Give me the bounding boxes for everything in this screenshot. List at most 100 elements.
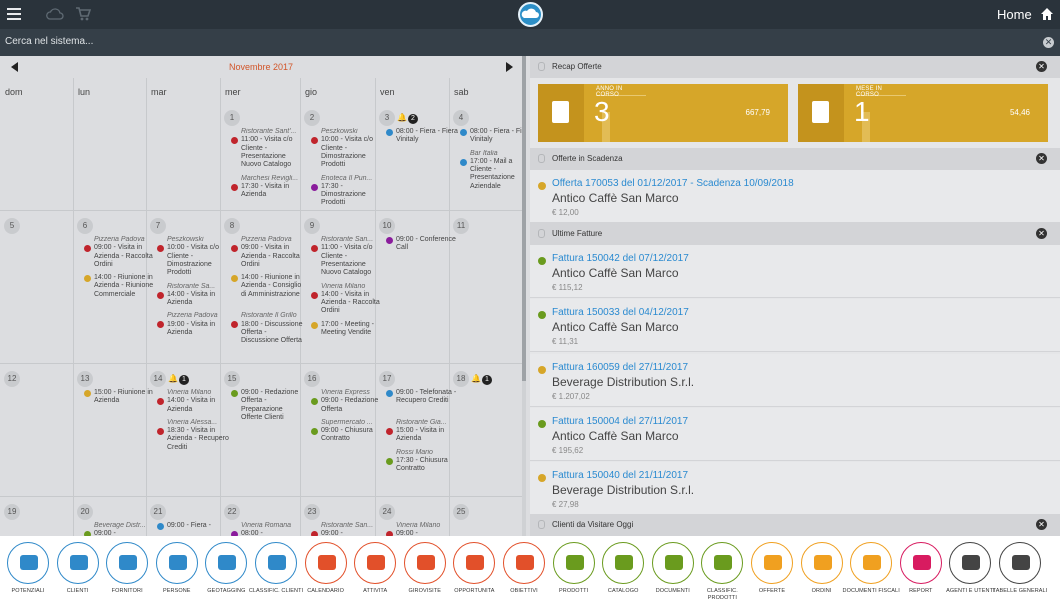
- calendar-event[interactable]: 09:00 - Conference Call: [386, 236, 458, 253]
- calendar-event[interactable]: 17:00 - Meeting - Meeting Vendite: [311, 321, 383, 338]
- reminder-bell-icon[interactable]: 🔔 2: [397, 113, 418, 124]
- calendar-scrollbar[interactable]: [522, 56, 526, 536]
- day-number[interactable]: 12: [4, 371, 20, 387]
- tab-geotagging[interactable]: GEOTAGGING: [203, 540, 249, 604]
- day-number[interactable]: 22: [224, 504, 240, 520]
- invoice-reference[interactable]: Fattura 150040 del 21/11/2017: [552, 470, 689, 482]
- close-section-icon[interactable]: ✕: [1036, 153, 1047, 164]
- calendar-event[interactable]: Pizzeria Padova 09:00 - Visita in Azienda…: [84, 236, 156, 269]
- calendar-event[interactable]: 14:00 - Riunione in Azienda - Riunione C…: [84, 274, 156, 299]
- tab-clienti[interactable]: CLIENTI: [55, 540, 101, 604]
- calendar-event[interactable]: Ristorante San... 09:00 -: [311, 522, 383, 536]
- day-number[interactable]: 7: [150, 218, 166, 234]
- day-number[interactable]: 2: [304, 110, 320, 126]
- tab-catalogo[interactable]: CATALOGO: [600, 540, 646, 604]
- calendar-event[interactable]: 09:00 - Telefonata - Recupero Crediti: [386, 389, 458, 406]
- invoice-reference[interactable]: Fattura 150004 del 27/11/2017: [552, 415, 689, 427]
- tab-girovisite[interactable]: GIROVISITE: [402, 540, 448, 604]
- calendar-event[interactable]: 15:00 - Riunione in Azienda: [84, 389, 156, 406]
- invoice-item[interactable]: Fattura 150033 del 04/12/2017 Antico Caff…: [530, 299, 1060, 353]
- calendar-event[interactable]: Vineria Express 09:00 - Redazione Offerta: [311, 389, 383, 414]
- calendar-event[interactable]: 08:00 - Fiera - Fiera Vinitaly: [460, 128, 526, 145]
- calendar-event[interactable]: Marchesi Revigli... 17:30 - Visita in Azi…: [231, 175, 303, 200]
- day-number[interactable]: 13: [77, 371, 93, 387]
- calendar-event[interactable]: Enoteca Il Pun... 17:30 - Dimostrazione P…: [311, 175, 383, 208]
- day-number[interactable]: 20: [77, 504, 93, 520]
- calendar-event[interactable]: Rossi Mario 17:30 - Chiusura Contratto: [386, 449, 458, 474]
- tab-potenziali[interactable]: POTENZIALI: [5, 540, 51, 604]
- day-number[interactable]: 25: [453, 504, 469, 520]
- home-icon[interactable]: [1040, 7, 1054, 21]
- day-number[interactable]: 14: [150, 371, 166, 387]
- drag-handle-icon[interactable]: [538, 520, 545, 529]
- kpi-card-month[interactable]: MESE IN CORSO 1 54,46: [798, 84, 1048, 142]
- day-number[interactable]: 10: [379, 218, 395, 234]
- app-logo[interactable]: [518, 2, 543, 27]
- calendar-event[interactable]: Bar Italia 17:00 - Mail a Cliente - Prese…: [460, 150, 526, 191]
- next-month-icon[interactable]: [506, 62, 513, 72]
- calendar-event[interactable]: Ristorante Il Grillo 18:00 - Discussione …: [231, 312, 303, 345]
- day-number[interactable]: 6: [77, 218, 93, 234]
- close-section-icon[interactable]: ✕: [1036, 228, 1047, 239]
- reminder-bell-icon[interactable]: 🔔 1: [168, 374, 189, 385]
- cloud-icon[interactable]: [46, 8, 64, 20]
- tab-opportunita[interactable]: OPPORTUNITA: [451, 540, 497, 604]
- tab-fornitori[interactable]: FORNITORI: [104, 540, 150, 604]
- calendar-event[interactable]: Pizzeria Padova 19:00 - Visita in Azienda: [157, 312, 229, 337]
- close-section-icon[interactable]: ✕: [1036, 61, 1047, 72]
- calendar-event[interactable]: Peszkowski 10:00 - Visita c/o Cliente - D…: [157, 236, 229, 277]
- calendar-event[interactable]: Vineria Alessa... 18:30 - Visita in Azien…: [157, 419, 229, 452]
- calendar-event[interactable]: Ristorante San... 11:00 - Visita c/o Clie…: [311, 236, 383, 277]
- drag-handle-icon[interactable]: [538, 62, 545, 71]
- list-item[interactable]: Offerta 170053 del 01/12/2017 - Scadenza…: [530, 170, 1060, 223]
- calendar-event[interactable]: Beverage Distr... 09:00 -: [84, 522, 156, 536]
- invoice-item[interactable]: Fattura 150040 del 21/11/2017 Beverage Di…: [530, 462, 1060, 516]
- day-number[interactable]: 3: [379, 110, 395, 126]
- calendar-event[interactable]: Pizzeria Padova 09:00 - Visita in Azienda…: [231, 236, 303, 269]
- day-number[interactable]: 16: [304, 371, 320, 387]
- calendar-event[interactable]: Vineria Romana 08:00 -: [231, 522, 303, 536]
- cart-icon[interactable]: [75, 6, 91, 22]
- day-number[interactable]: 8: [224, 218, 240, 234]
- calendar-event[interactable]: Vineria Milano 09:00 -: [386, 522, 458, 536]
- calendar-event[interactable]: 14:00 - Riunione in Azienda - Consiglio …: [231, 274, 303, 299]
- calendar-event[interactable]: Ristorante Gia... 15:00 - Visita in Azien…: [386, 419, 458, 444]
- hamburger-menu-icon[interactable]: [7, 8, 21, 20]
- tab-prodotti[interactable]: PRODOTTI: [551, 540, 597, 604]
- kpi-card-year[interactable]: ANNO IN CORSO 3 667,79: [538, 84, 788, 142]
- invoice-item[interactable]: Fattura 160059 del 27/11/2017 Beverage Di…: [530, 353, 1060, 407]
- day-number[interactable]: 21: [150, 504, 166, 520]
- reminder-bell-icon[interactable]: 🔔 1: [471, 374, 492, 385]
- drag-handle-icon[interactable]: [538, 154, 545, 163]
- clear-search-icon[interactable]: ✕: [1043, 37, 1054, 48]
- day-number[interactable]: 5: [4, 218, 20, 234]
- day-number[interactable]: 9: [304, 218, 320, 234]
- tab-classific-prodotti[interactable]: CLASSIFIC. PRODOTTI: [699, 540, 745, 604]
- tab-offerte[interactable]: OFFERTE: [749, 540, 795, 604]
- home-link[interactable]: Home: [997, 7, 1032, 22]
- previous-month-icon[interactable]: [11, 62, 18, 72]
- day-number[interactable]: 19: [4, 504, 20, 520]
- day-number[interactable]: 11: [453, 218, 469, 234]
- calendar-event[interactable]: 09:00 - Fiera -: [157, 522, 229, 530]
- tab-ordini[interactable]: ORDINI: [799, 540, 845, 604]
- day-number[interactable]: 17: [379, 371, 395, 387]
- tab-classific-clienti[interactable]: CLASSIFIC. CLIENTI: [249, 540, 303, 604]
- drag-handle-icon[interactable]: [538, 229, 545, 238]
- calendar-event[interactable]: Ristorante Sant'... 11:00 - Visita c/o Cl…: [231, 128, 303, 169]
- invoice-reference[interactable]: Fattura 160059 del 27/11/2017: [552, 361, 689, 373]
- day-number[interactable]: 1: [224, 110, 240, 126]
- tab-agenti-e-utenti[interactable]: AGENTI E UTENTI: [946, 540, 995, 604]
- close-section-icon[interactable]: ✕: [1036, 519, 1047, 530]
- item-reference[interactable]: Offerta 170053 del 01/12/2017 - Scadenza…: [552, 178, 794, 189]
- tab-calendario[interactable]: CALENDARIO: [303, 540, 349, 604]
- invoice-reference[interactable]: Fattura 150042 del 07/12/2017: [552, 253, 689, 264]
- calendar-event[interactable]: Vineria Milano 14:00 - Visita in Azienda …: [311, 283, 383, 316]
- tab-report[interactable]: REPORT: [898, 540, 944, 604]
- day-number[interactable]: 4: [453, 110, 469, 126]
- calendar-event[interactable]: 08:00 - Fiera - Fiera Vinitaly: [386, 128, 458, 145]
- tab-documenti-fiscali[interactable]: DOCUMENTI FISCALI: [843, 540, 900, 604]
- calendar-event[interactable]: Vineria Milano 14:00 - Visita in Azienda: [157, 389, 229, 414]
- calendar-event[interactable]: Peszkowski 10:00 - Visita c/o Cliente - D…: [311, 128, 383, 169]
- day-number[interactable]: 23: [304, 504, 320, 520]
